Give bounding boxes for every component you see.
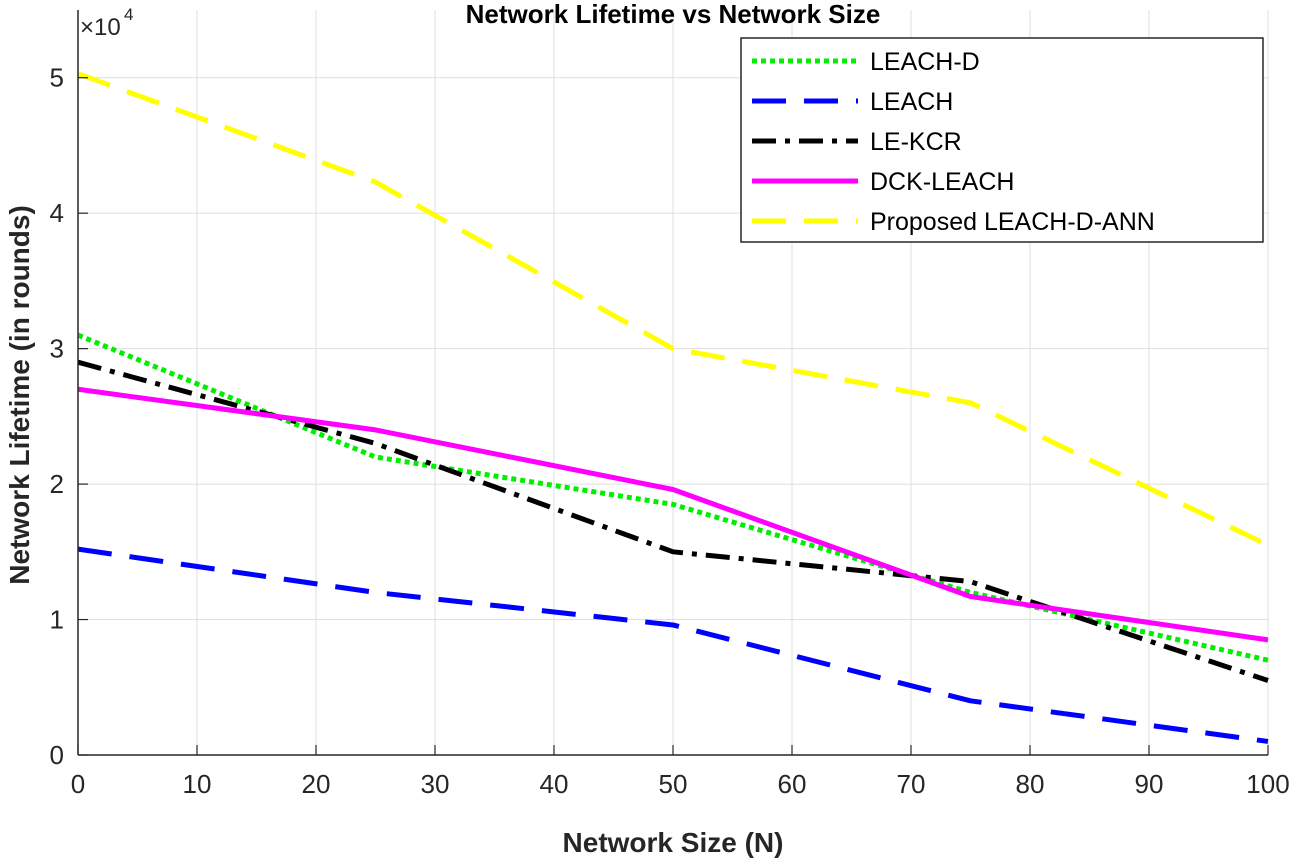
x-tick-label: 70 bbox=[897, 769, 926, 799]
series-layer bbox=[77, 71, 1270, 744]
chart-title: Network Lifetime vs Network Size bbox=[466, 0, 881, 29]
legend-label: LE-KCR bbox=[870, 128, 962, 156]
legend-label: LEACH-D bbox=[870, 48, 980, 76]
y-tick-label: 2 bbox=[50, 469, 64, 499]
x-tick-label: 0 bbox=[71, 769, 85, 799]
x-tick-label: 50 bbox=[659, 769, 688, 799]
x-tick-label: 80 bbox=[1016, 769, 1045, 799]
x-tick-label: 10 bbox=[183, 769, 212, 799]
x-tick-label: 90 bbox=[1135, 769, 1164, 799]
y-tick-label: 1 bbox=[50, 605, 64, 635]
y-exponent-power: 4 bbox=[124, 5, 133, 24]
y-axis-exponent: ×10 4 bbox=[80, 5, 133, 41]
x-tick-label: 40 bbox=[540, 769, 569, 799]
x-axis-label: Network Size (N) bbox=[563, 827, 784, 858]
legend: LEACH-D LEACH LE-KCR DCK-LEACH Proposed LEAC… bbox=[740, 37, 1264, 243]
x-tick-label: 100 bbox=[1246, 769, 1289, 799]
series-line-proposed-leach-d-ann bbox=[77, 71, 1270, 548]
y-tick-label: 4 bbox=[50, 198, 64, 228]
x-tick-label: 20 bbox=[302, 769, 331, 799]
y-tick-label: 3 bbox=[50, 334, 64, 364]
y-tick-label: 0 bbox=[50, 740, 64, 770]
x-tick-label: 30 bbox=[421, 769, 450, 799]
series-line-leach-d bbox=[77, 332, 1269, 663]
tick-labels: 0 10 20 30 40 50 60 70 80 90 100 0 1 2 3 4 5 bbox=[50, 63, 1290, 799]
y-exponent-base: ×10 bbox=[80, 14, 121, 41]
y-tick-label: 5 bbox=[50, 63, 64, 93]
legend-label: LEACH bbox=[870, 88, 953, 116]
x-tick-label: 60 bbox=[778, 769, 807, 799]
legend-label: Proposed LEACH-D-ANN bbox=[870, 208, 1155, 236]
axes bbox=[77, 10, 1269, 756]
y-axis-label: Network Lifetime (in rounds) bbox=[4, 205, 35, 585]
legend-box bbox=[740, 37, 1264, 243]
series-line-leach bbox=[77, 546, 1269, 744]
legend-label: DCK-LEACH bbox=[870, 168, 1014, 196]
series-line-dck-leach bbox=[77, 386, 1269, 643]
